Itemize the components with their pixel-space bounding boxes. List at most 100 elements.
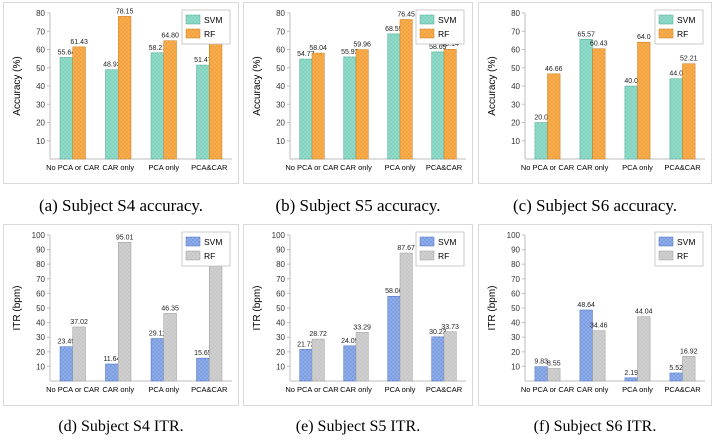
y-tick-label: 40 [511, 319, 520, 328]
svm-bar [105, 69, 119, 160]
data-label: 5.52 [669, 365, 683, 372]
y-tick-label: 70 [511, 275, 520, 284]
y-tick-label: 70 [36, 27, 45, 36]
data-label: 24.09 [341, 338, 359, 345]
data-label: 29.11 [149, 330, 166, 337]
rf-legend-swatch [419, 250, 435, 261]
data-label: 15.65 [194, 350, 212, 357]
legend-label: SVM [204, 15, 222, 25]
panel-s5-accuracy: 10 20 30 40 50 60 70 80 Accuracy (%) No PCA or CA… [243, 2, 473, 220]
svm-bar [387, 295, 401, 382]
data-label: 54.77 [297, 51, 315, 58]
x-tick-label: CAR only [340, 163, 372, 172]
data-label: 55.64 [58, 49, 76, 56]
rf-bar [311, 338, 325, 382]
chart-svg: 10 20 30 40 50 60 70 80 90 100 ITR (bpm) No PCA or … [12, 231, 232, 394]
data-label: 76.45 [397, 11, 415, 18]
y-tick-label: 80 [511, 9, 520, 18]
legend [415, 231, 465, 267]
y-tick-label: 60 [276, 46, 285, 55]
data-label: 20.0 [534, 115, 548, 122]
x-tick-label: PCA only [148, 163, 179, 172]
y-tick-label: 50 [36, 304, 45, 313]
caption: (f) Subject S6 ITR. [533, 418, 657, 435]
rf-bar [72, 326, 86, 382]
rf-bar [355, 49, 369, 160]
y-tick-label: 20 [36, 119, 45, 128]
data-label: 44.0 [669, 71, 683, 78]
y-tick-label: 100 [32, 231, 46, 240]
svm-bar [431, 336, 445, 382]
y-axis-label: Accuracy (%) [487, 56, 498, 115]
data-label: 11.64 [103, 356, 120, 363]
rf-legend-swatch [419, 28, 435, 39]
data-label: 9.83 [534, 359, 548, 366]
y-tick-label: 80 [36, 260, 45, 269]
svm-bar [59, 346, 73, 382]
caption: (c) Subject S6 accuracy. [512, 196, 678, 215]
svm-bar [299, 58, 313, 160]
rf-bar [443, 331, 457, 382]
legend-label: SVM [677, 15, 695, 25]
rf-bar [682, 63, 696, 160]
caption: (a) Subject S4 accuracy. [38, 196, 204, 215]
svm-legend-swatch [185, 14, 201, 25]
data-label: 46.66 [545, 66, 563, 73]
legend-label: RF [438, 29, 449, 39]
rf-bar [399, 19, 413, 160]
y-tick-label: 80 [276, 9, 285, 18]
svm-bar [105, 363, 119, 382]
chart-s4-itr: 10 20 30 40 50 60 70 80 90 100 ITR (bpm) No PCA or … [3, 224, 239, 406]
x-tick-label: PCA&CAR [191, 163, 228, 172]
rf-bar [443, 48, 457, 160]
chart-s5-itr: 10 20 30 40 50 60 70 80 90 100 ITR (bpm) No PCA or … [243, 224, 473, 406]
y-tick-label: 100 [272, 231, 286, 240]
y-tick-label: 80 [511, 260, 520, 269]
rf-bar [682, 356, 696, 382]
data-label: 55.93 [341, 49, 359, 56]
x-tick-label: PCA&CAR [664, 385, 701, 394]
svm-bar [624, 85, 638, 160]
y-tick-label: 10 [511, 362, 520, 371]
y-tick-label: 90 [36, 246, 45, 255]
y-tick-label: 10 [276, 362, 285, 371]
svm-bar [534, 122, 548, 160]
y-tick-label: 90 [276, 246, 285, 255]
data-label: 59.96 [353, 42, 371, 49]
svm-bar [534, 366, 548, 382]
svm-bar [343, 345, 357, 382]
svm-bar [669, 372, 683, 382]
y-tick-label: 10 [36, 362, 45, 371]
y-tick-label: 30 [511, 100, 520, 109]
y-tick-label: 30 [36, 100, 45, 109]
rf-bar [592, 48, 606, 160]
data-label: 37.02 [70, 319, 88, 326]
x-tick-label: CAR only [102, 385, 134, 394]
x-tick-label: PCA only [622, 163, 653, 172]
panel-s5-itr: 10 20 30 40 50 60 70 80 90 100 ITR (bpm) No PCA or … [243, 224, 473, 442]
chart-svg: 10 20 30 40 50 60 70 80 90 100 ITR (bpm) No PCA or … [487, 231, 705, 394]
y-tick-label: 60 [511, 289, 520, 298]
rf-bar [118, 16, 132, 160]
x-tick-label: No PCA or CAR [521, 163, 575, 172]
data-label: 58.04 [309, 45, 327, 52]
y-tick-label: 20 [511, 348, 520, 357]
rf-bar [311, 52, 325, 160]
svm-bar [196, 64, 210, 160]
y-tick-label: 70 [36, 275, 45, 284]
x-tick-label: CAR only [102, 163, 134, 172]
y-axis-label: ITR (bpm) [12, 286, 23, 331]
rf-bar [399, 252, 413, 382]
data-label: 78.15 [116, 8, 134, 15]
chart-svg: 10 20 30 40 50 60 70 80 Accuracy (%) No PCA or CA… [252, 9, 466, 172]
chart-svg: 10 20 30 40 50 60 70 80 Accuracy (%) No PCA or CA… [12, 8, 232, 172]
data-label: 58.06 [385, 288, 403, 295]
chart-s4-accuracy: 10 20 30 40 50 60 70 80 Accuracy (%) No PCA or CA… [3, 2, 239, 184]
data-label: 28.72 [309, 331, 327, 338]
legend-label: RF [204, 29, 215, 39]
svm-bar [150, 338, 164, 382]
x-tick-label: PCA&CAR [426, 385, 463, 394]
data-label: 61.43 [70, 39, 88, 46]
y-tick-label: 30 [36, 333, 45, 342]
